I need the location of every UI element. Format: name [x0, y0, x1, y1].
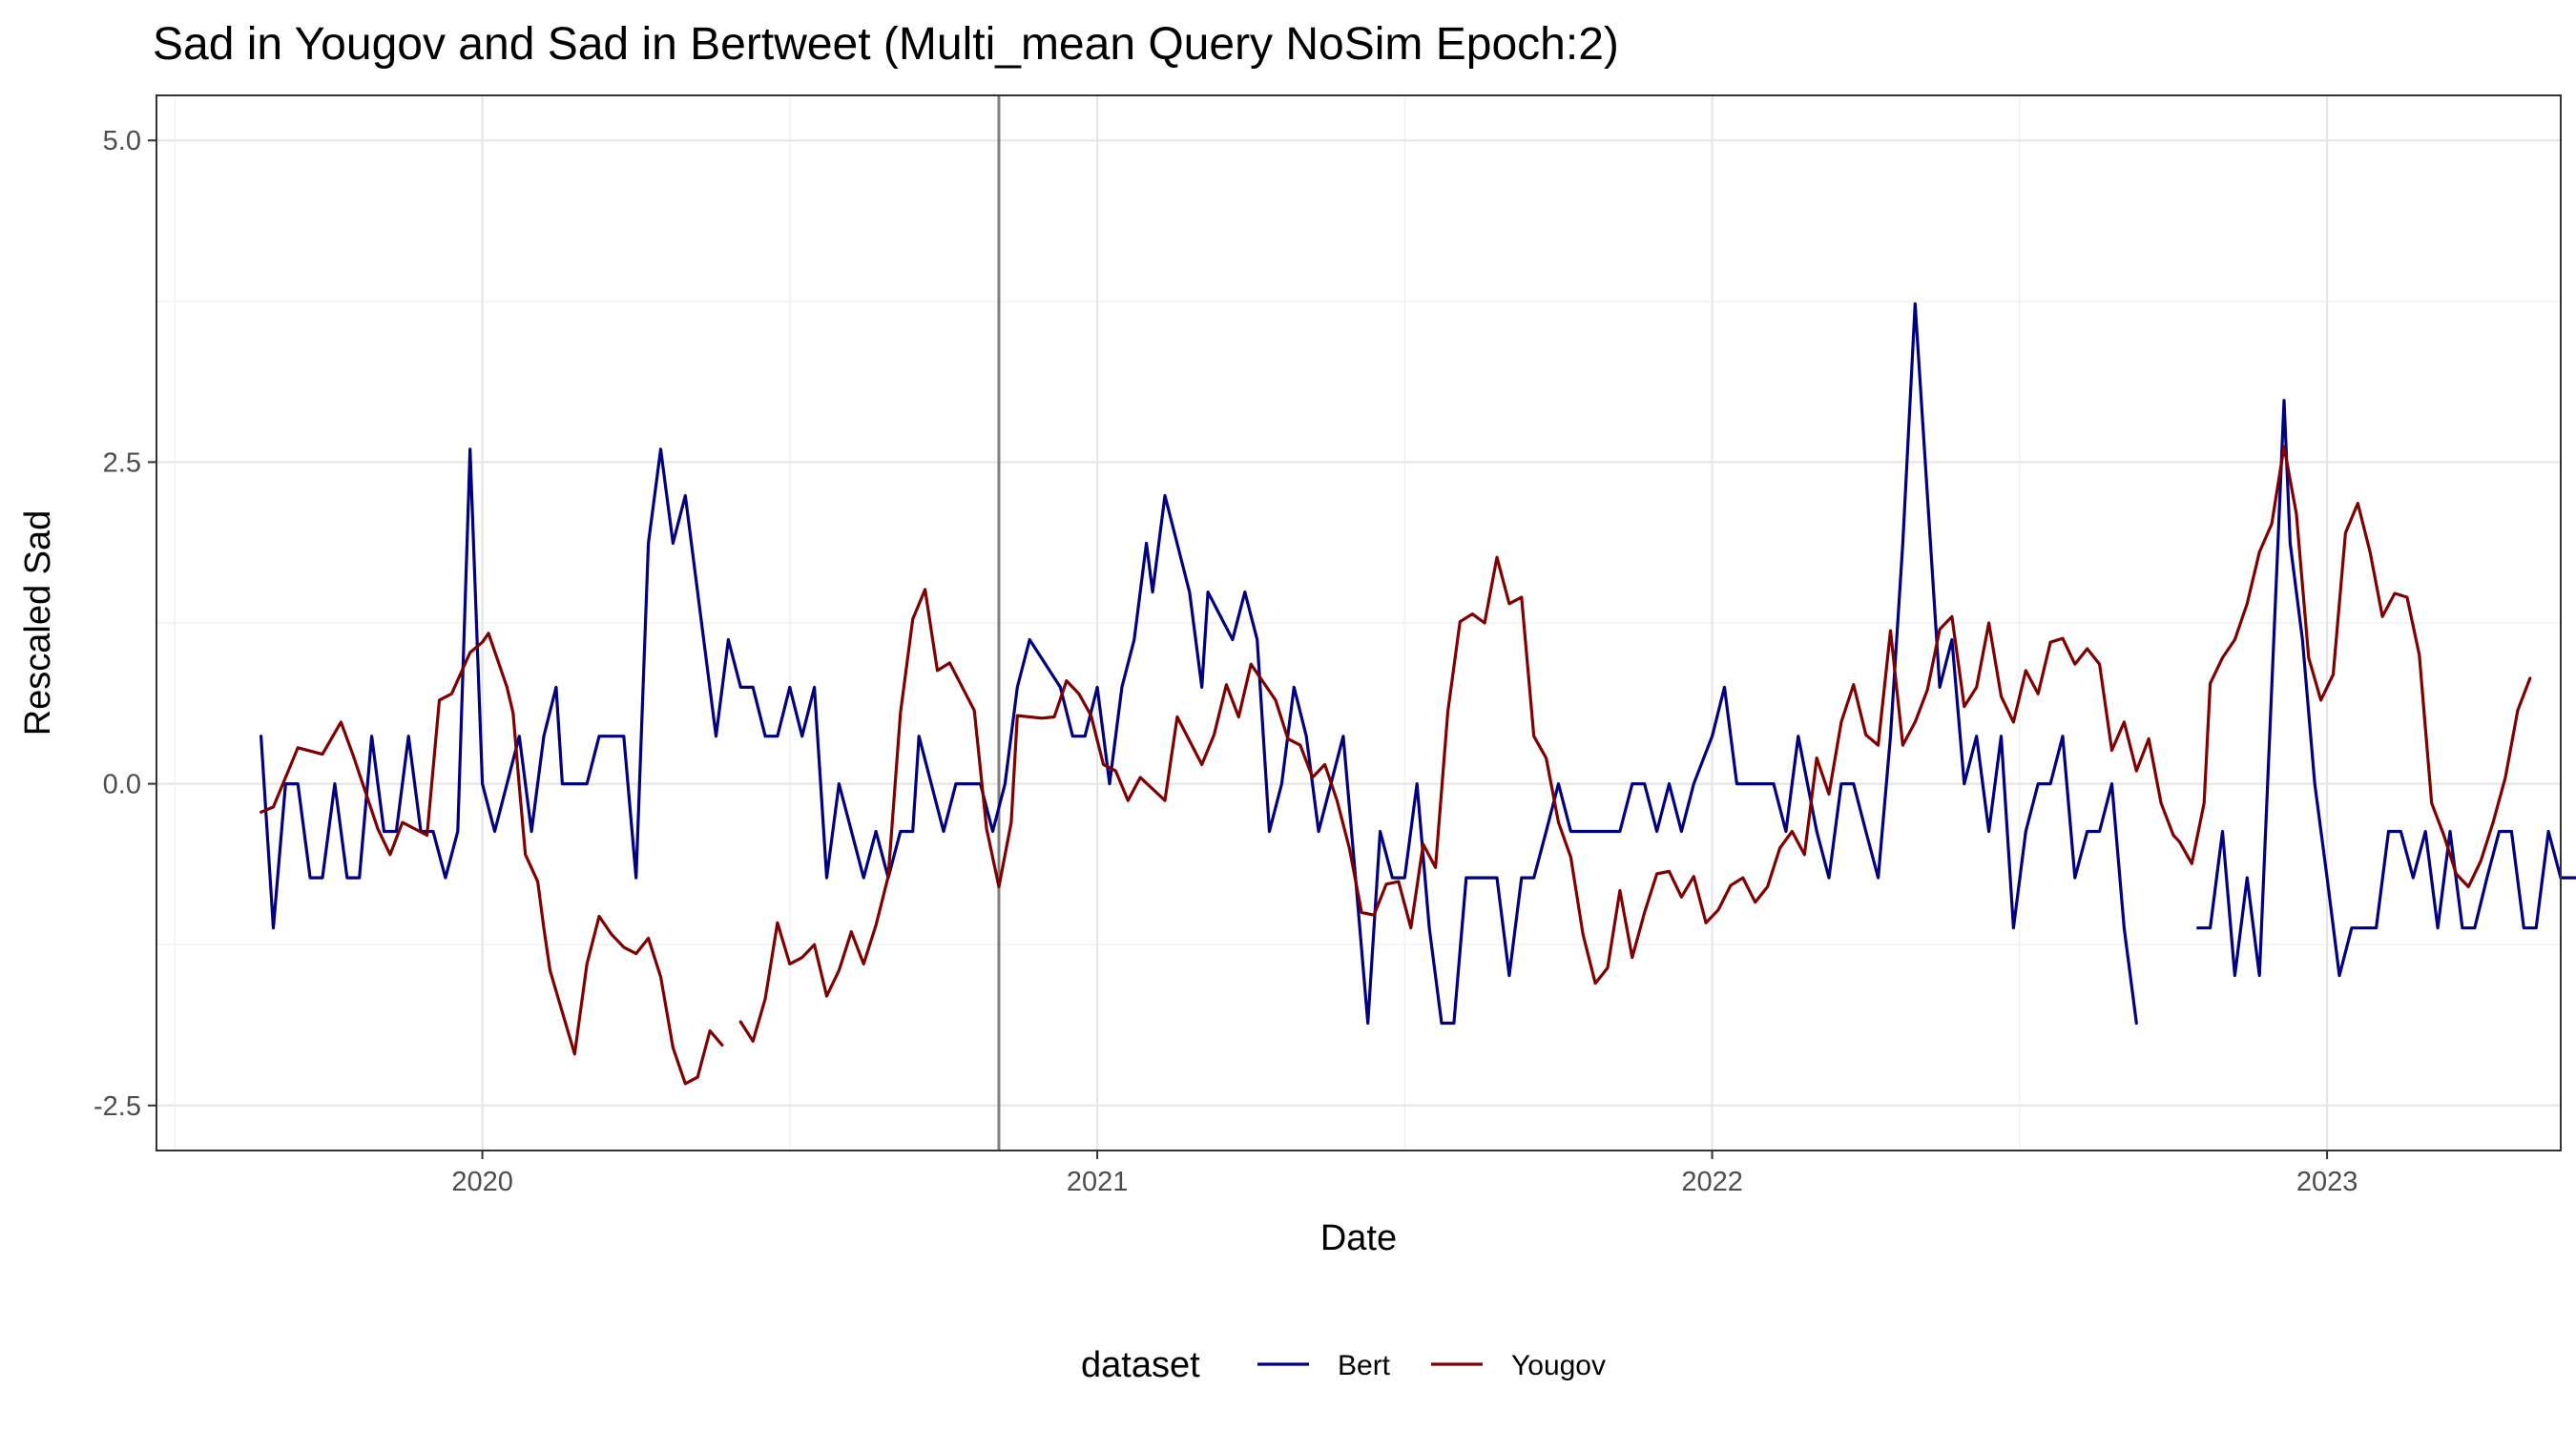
legend-label-bert: Bert	[1338, 1350, 1391, 1381]
legend-label-yougov: Yougov	[1511, 1350, 1606, 1381]
x-tick-label: 2021	[1067, 1167, 1129, 1197]
legend: dataset Bert Yougov	[1081, 1345, 1606, 1385]
y-tick-label: 2.5	[103, 447, 141, 478]
x-axis: 2020 2021 2022 2023	[451, 1151, 2358, 1197]
legend-title: dataset	[1081, 1345, 1200, 1385]
chart-title: Sad in Yougov and Sad in Bertweet (Multi…	[153, 19, 1619, 70]
major-gridlines	[156, 95, 2561, 1151]
y-tick-label: 5.0	[103, 126, 141, 156]
y-axis: -2.5 0.0 2.5 5.0	[93, 126, 156, 1122]
series-line-yougov	[260, 445, 2532, 1086]
series-lines	[260, 301, 2576, 1086]
minor-gridlines	[156, 95, 2561, 1151]
y-axis-title: Rescaled Sad	[18, 510, 58, 736]
x-tick-label: 2020	[451, 1167, 513, 1197]
plot-panel	[156, 94, 2576, 1151]
series-line-bert	[260, 301, 2576, 1026]
x-axis-title: Date	[1320, 1218, 1397, 1258]
panel-border	[156, 94, 2562, 1151]
x-tick-label: 2023	[2296, 1167, 2358, 1197]
y-tick-label: 0.0	[103, 770, 141, 800]
x-tick-label: 2022	[1681, 1167, 1743, 1197]
y-tick-label: -2.5	[93, 1091, 141, 1122]
